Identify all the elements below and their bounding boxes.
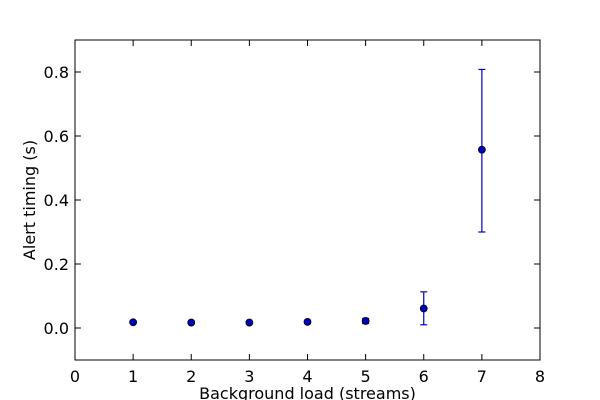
data-point (245, 318, 254, 327)
y-tick-label: 0.0 (44, 319, 69, 338)
tick-layer: 0 1 2 3 4 5 6 7 8 0.0 0.2 0.4 0.6 0.8 (44, 40, 545, 386)
x-tick-label: 7 (477, 367, 487, 386)
y-axis-label: Alert timing (s) (20, 140, 39, 260)
point-layer (129, 145, 486, 327)
data-point (129, 318, 138, 327)
y-tick-label: 0.6 (44, 127, 69, 146)
x-tick-label: 6 (419, 367, 429, 386)
x-tick-label: 1 (128, 367, 138, 386)
x-tick-label: 3 (244, 367, 254, 386)
x-tick-label: 5 (361, 367, 371, 386)
x-tick-label: 0 (70, 367, 80, 386)
plot-frame (74, 39, 541, 361)
data-point (477, 145, 486, 154)
x-tick-label: 8 (535, 367, 545, 386)
data-point (303, 318, 312, 326)
x-tick-label: 4 (302, 367, 312, 386)
data-point (187, 318, 196, 327)
data-point (419, 304, 428, 313)
y-tick-label: 0.2 (44, 255, 69, 274)
y-tick-label: 0.8 (44, 63, 69, 82)
data-point (361, 317, 370, 325)
x-axis-label: Background load (streams) (199, 384, 416, 400)
y-tick-label: 0.4 (44, 191, 69, 210)
x-tick-label: 2 (186, 367, 196, 386)
